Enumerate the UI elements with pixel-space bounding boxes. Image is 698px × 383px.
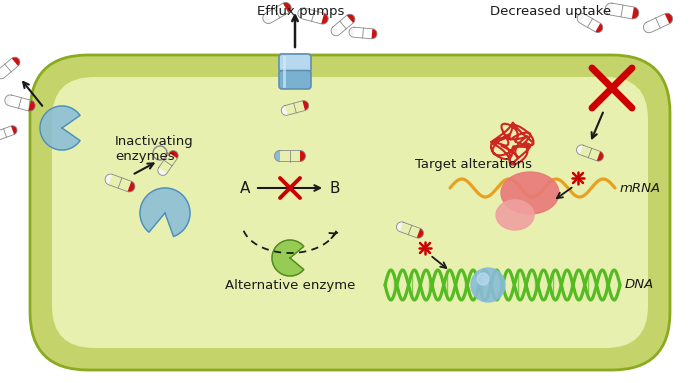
Polygon shape: [605, 3, 612, 15]
Text: Target alterations: Target alterations: [415, 158, 532, 171]
Text: Decreased uptake: Decreased uptake: [490, 5, 611, 18]
Polygon shape: [40, 106, 80, 150]
Polygon shape: [300, 151, 306, 162]
Text: A: A: [240, 180, 250, 195]
Polygon shape: [169, 151, 178, 159]
Polygon shape: [371, 29, 377, 39]
Polygon shape: [128, 181, 135, 192]
Polygon shape: [158, 167, 167, 175]
Polygon shape: [321, 13, 328, 24]
Circle shape: [471, 268, 505, 302]
Polygon shape: [417, 228, 424, 238]
FancyBboxPatch shape: [279, 54, 311, 72]
Polygon shape: [28, 100, 35, 111]
Circle shape: [477, 273, 489, 285]
Polygon shape: [283, 3, 291, 13]
Polygon shape: [274, 151, 280, 162]
Polygon shape: [349, 27, 355, 37]
Polygon shape: [577, 13, 585, 23]
Ellipse shape: [501, 172, 559, 214]
Polygon shape: [105, 174, 112, 185]
Polygon shape: [331, 27, 339, 36]
Polygon shape: [577, 145, 584, 155]
Text: mRNA: mRNA: [620, 182, 661, 195]
Polygon shape: [5, 95, 12, 106]
Text: DNA: DNA: [625, 278, 654, 291]
Polygon shape: [664, 13, 673, 24]
Polygon shape: [272, 240, 304, 276]
Polygon shape: [298, 8, 305, 19]
Text: Inactivating
enzymes: Inactivating enzymes: [115, 135, 194, 163]
FancyBboxPatch shape: [52, 77, 648, 348]
Polygon shape: [0, 70, 4, 79]
Ellipse shape: [496, 200, 534, 230]
Polygon shape: [281, 105, 288, 115]
Polygon shape: [263, 13, 271, 23]
Polygon shape: [302, 101, 309, 111]
Text: B: B: [329, 180, 340, 195]
Polygon shape: [140, 188, 190, 236]
FancyBboxPatch shape: [30, 55, 670, 370]
Polygon shape: [12, 57, 20, 66]
Text: Alternative enzyme: Alternative enzyme: [225, 279, 355, 292]
FancyBboxPatch shape: [279, 70, 311, 89]
Polygon shape: [396, 222, 403, 232]
Polygon shape: [597, 151, 604, 161]
Polygon shape: [644, 22, 651, 33]
Polygon shape: [632, 7, 639, 19]
Polygon shape: [595, 23, 603, 33]
Polygon shape: [347, 14, 355, 23]
Polygon shape: [11, 126, 17, 134]
Text: Efflux pumps: Efflux pumps: [257, 5, 344, 18]
